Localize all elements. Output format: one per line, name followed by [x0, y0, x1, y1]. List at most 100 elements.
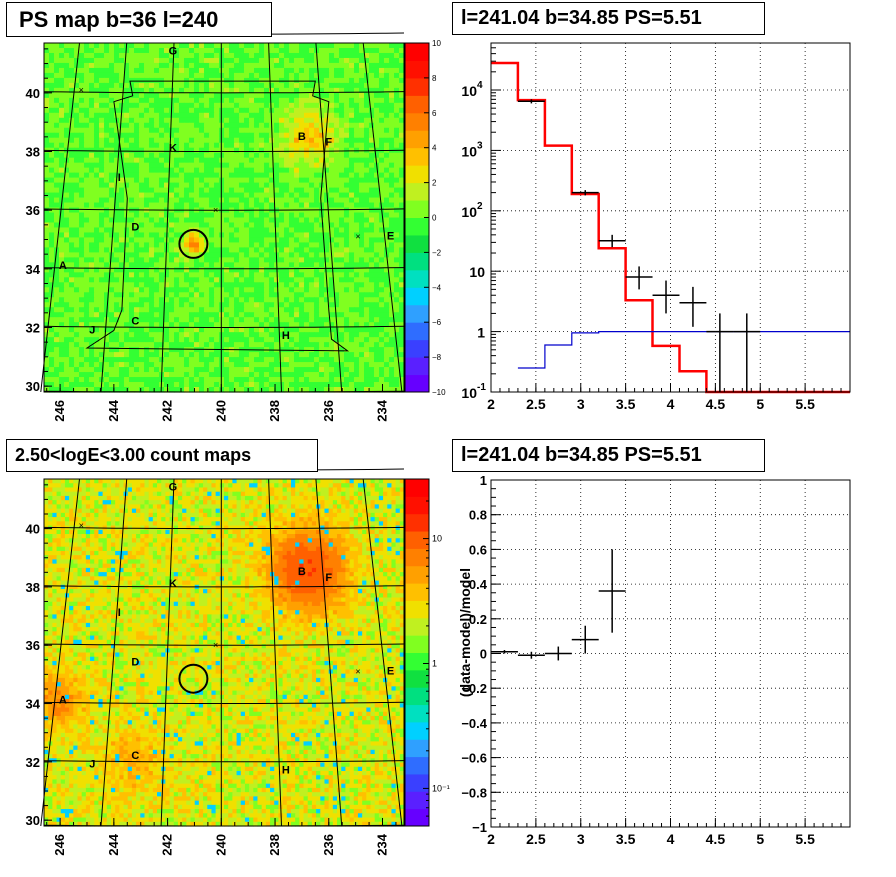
colorbar-tick-label: 10 — [432, 534, 442, 544]
x-tick-label: 242 — [160, 400, 175, 422]
colorbar-swatch — [405, 514, 429, 532]
source-label-E: E — [387, 230, 394, 242]
colorbar-tick-label: 2 — [432, 179, 437, 188]
source-label-D: D — [131, 657, 139, 669]
colorbar-swatch — [405, 165, 429, 183]
y-axis-label: (data-model)/model — [457, 568, 473, 697]
source-label-H: H — [282, 330, 290, 342]
colorbar-swatch — [405, 757, 429, 775]
x-tick-label: 234 — [375, 833, 390, 855]
y-tick-label: 36 — [26, 203, 40, 218]
x-tick-label: 5.5 — [795, 396, 815, 412]
y-tick-label: 1 — [477, 325, 485, 341]
colorbar-swatch — [405, 791, 429, 809]
y-tick-label: 34 — [26, 262, 41, 277]
x-tick-label: 3.5 — [616, 831, 636, 847]
source-label-K: K — [169, 578, 177, 590]
source-label-C: C — [131, 750, 139, 762]
x-tick-label: 246 — [52, 834, 67, 856]
source-label-A: A — [59, 260, 67, 272]
cross-marker: × — [355, 666, 360, 676]
colorbar-swatch — [405, 340, 429, 358]
source-label-B: B — [298, 131, 306, 143]
colorbar-tick-label: −10 — [432, 388, 446, 397]
source-label-A: A — [59, 695, 67, 707]
source-label-E: E — [387, 665, 394, 677]
cross-marker: × — [213, 640, 218, 650]
colorbar-swatch — [405, 357, 429, 375]
x-tick-label: 5 — [756, 831, 764, 847]
cross-marker: × — [355, 232, 360, 242]
y-tick-label: −0.4 — [461, 716, 487, 731]
colorbar-tick-label: 10 — [432, 39, 441, 48]
y-tick-label: 34 — [26, 697, 41, 712]
x-tick-label: 2.5 — [526, 831, 546, 847]
colorbar-swatch — [405, 566, 429, 584]
x-tick-label: 2 — [487, 831, 495, 847]
colorbar-tick-label: 1 — [432, 658, 437, 668]
map-title-top: PS map b=36 l=240 — [6, 2, 272, 37]
x-tick-label: 236 — [321, 834, 336, 856]
y-tick-label: 38 — [26, 145, 40, 160]
x-tick-label: 234 — [375, 399, 390, 421]
colorbar-tick-label: 10⁻¹ — [432, 783, 450, 793]
x-tick-label: 2.5 — [526, 396, 546, 412]
colorbar-swatch — [405, 809, 429, 827]
colorbar-swatch — [405, 130, 429, 148]
y-tick-label: 0.6 — [469, 542, 487, 557]
colorbar-tick-label: 8 — [432, 74, 437, 83]
colorbar-swatch — [405, 322, 429, 340]
colorbar-swatch — [405, 739, 429, 757]
y-tick-label: 10 — [461, 204, 477, 220]
colorbar-swatch — [405, 43, 429, 61]
y-tick-label: 10 — [461, 385, 477, 401]
y-tick-label: 32 — [26, 320, 40, 335]
y-tick-exponent: 2 — [477, 201, 483, 212]
cross-marker: × — [79, 521, 84, 531]
cross-marker: × — [213, 205, 218, 215]
colorbar-swatch — [405, 705, 429, 723]
x-tick-label: 3.5 — [616, 396, 636, 412]
y-tick-exponent: 3 — [477, 140, 483, 151]
y-tick-label: −0.6 — [461, 751, 487, 766]
y-tick-label: 10 — [461, 83, 477, 99]
colorbar-swatch — [405, 113, 429, 131]
source-label-B: B — [298, 566, 306, 578]
x-tick-label: 3 — [577, 396, 585, 412]
colorbar-swatch — [405, 722, 429, 740]
colorbar-swatch — [405, 270, 429, 288]
y-tick-label: 10 — [461, 143, 477, 159]
colorbar-tick-label: −6 — [432, 318, 442, 327]
y-tick-label: 36 — [26, 638, 40, 653]
colorbar-tick-label: −8 — [432, 353, 442, 362]
source-label-H: H — [282, 765, 290, 777]
x-tick-label: 244 — [106, 833, 121, 855]
colorbar-swatch — [405, 200, 429, 218]
x-tick-label: 5.5 — [795, 831, 815, 847]
colorbar-swatch — [405, 218, 429, 236]
spectrum-grid — [491, 43, 850, 392]
y-tick-label: −0.8 — [461, 785, 487, 800]
source-label-I: I — [118, 172, 121, 184]
colorbar-swatch — [405, 687, 429, 705]
colorbar: 10 1 10⁻¹ — [405, 479, 450, 827]
colorbar-swatch — [405, 496, 429, 514]
colorbar-swatch — [405, 479, 429, 497]
x-tick-label: 4.5 — [706, 831, 726, 847]
y-tick-label: 40 — [26, 86, 40, 101]
source-label-K: K — [169, 143, 177, 155]
colorbar-swatch — [405, 78, 429, 96]
colorbar-swatch — [405, 148, 429, 166]
y-tick-label: 1 — [480, 473, 487, 488]
colorbar-swatch — [405, 618, 429, 636]
colorbar-swatch — [405, 375, 429, 393]
colorbar-swatch — [405, 287, 429, 305]
x-tick-label: 4.5 — [706, 396, 726, 412]
y-tick-label: 32 — [26, 755, 40, 770]
source-label-G: G — [169, 482, 178, 494]
x-tick-label: 240 — [213, 834, 228, 856]
